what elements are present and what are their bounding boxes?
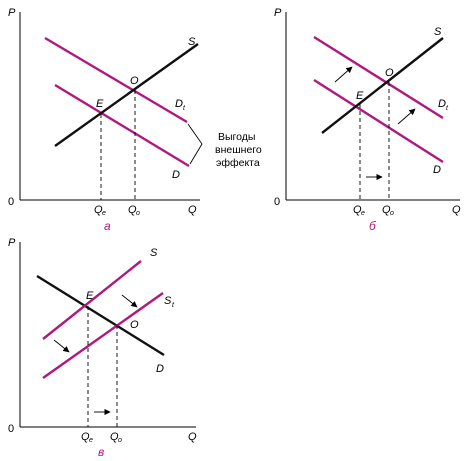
panel-b-demand-label: D xyxy=(433,164,441,176)
panel-c-q-label: Q xyxy=(188,431,197,443)
panel-c-shifted-supply-sub: t xyxy=(172,302,175,309)
panel-b-qe-label: Q xyxy=(353,204,362,216)
panel-c-shifted-supply-curve xyxy=(42,292,164,379)
panel-a-externality-bracket xyxy=(187,123,203,165)
panel-a-demand-label: D xyxy=(172,169,180,181)
panel-a-caption: а xyxy=(104,219,111,233)
panel-c: P Q 0 S E S t O D Q e Q o в xyxy=(8,237,197,459)
panel-b-demand-curve xyxy=(313,78,444,164)
panel-a-supply-curve xyxy=(54,43,199,147)
panel-b-qe-sub: e xyxy=(361,210,365,217)
panel-b-supply-curve xyxy=(321,37,444,134)
panel-a-supply-label: S xyxy=(188,36,196,48)
panel-b-qo-label: Q xyxy=(382,204,391,216)
panel-b-social-demand-label: D xyxy=(438,98,446,110)
panel-c-p-label: P xyxy=(8,237,16,249)
panel-b-caption: б xyxy=(369,219,377,233)
panel-b: P Q 0 S O E D t D Q e Q o б xyxy=(274,7,461,233)
panel-a-qe-label: Q xyxy=(94,204,103,216)
panel-a-social-demand-curve xyxy=(44,36,188,124)
panel-c-shift-arrow-right xyxy=(121,294,138,308)
panel-c-shifted-supply-label: S xyxy=(164,295,172,307)
panel-b-qo-sub: o xyxy=(390,210,394,217)
panel-a: P Q 0 S O E D t D Выгоды внешнего эффект… xyxy=(8,7,262,233)
panel-a-q-label: Q xyxy=(188,204,197,216)
panel-a-point-o: O xyxy=(130,75,139,87)
panel-a-social-demand-sub: t xyxy=(183,105,186,112)
panel-a-note-line-2: внешнего xyxy=(215,144,262,156)
panel-b-shift-arrow-left xyxy=(334,66,353,83)
panel-a-origin: 0 xyxy=(8,196,14,208)
panel-c-supply-label: S xyxy=(150,247,158,259)
panel-a-point-e: E xyxy=(96,98,104,110)
panel-c-qe-sub: e xyxy=(89,437,93,444)
panel-c-origin: 0 xyxy=(8,423,14,435)
panel-a-p-label: P xyxy=(8,7,16,19)
panel-a-note-line-1: Выгоды xyxy=(218,131,255,143)
panel-c-qo-label: Q xyxy=(110,431,119,443)
panel-a-qo-label: Q xyxy=(128,204,137,216)
panel-c-caption: в xyxy=(98,445,104,459)
panel-c-shift-arrow-left xyxy=(53,339,70,353)
panel-c-point-o: O xyxy=(130,319,139,331)
panel-b-point-o: O xyxy=(385,67,394,79)
panel-a-demand-curve xyxy=(54,83,190,168)
panel-b-social-demand-sub: t xyxy=(446,105,449,112)
panel-b-p-label: P xyxy=(274,7,282,19)
panel-c-supply-curve xyxy=(42,260,142,340)
panel-c-point-e: E xyxy=(86,290,94,302)
panel-c-qo-sub: o xyxy=(118,437,122,444)
panel-b-supply-label: S xyxy=(434,26,442,38)
panel-b-shift-arrow-right xyxy=(397,108,416,125)
panel-b-q-label: Q xyxy=(452,204,461,216)
panel-b-social-demand-curve xyxy=(313,35,444,120)
panel-b-point-e: E xyxy=(356,90,364,102)
panel-b-origin: 0 xyxy=(274,196,280,208)
panel-a-note-line-3: эффекта xyxy=(216,157,260,169)
panel-a-social-demand-label: D xyxy=(175,98,183,110)
panel-c-demand-label: D xyxy=(156,363,164,375)
panel-c-qe-label: Q xyxy=(81,431,90,443)
panel-a-qe-sub: e xyxy=(102,210,106,217)
panel-c-demand-curve xyxy=(36,274,165,357)
panel-a-qo-sub: o xyxy=(136,210,140,217)
